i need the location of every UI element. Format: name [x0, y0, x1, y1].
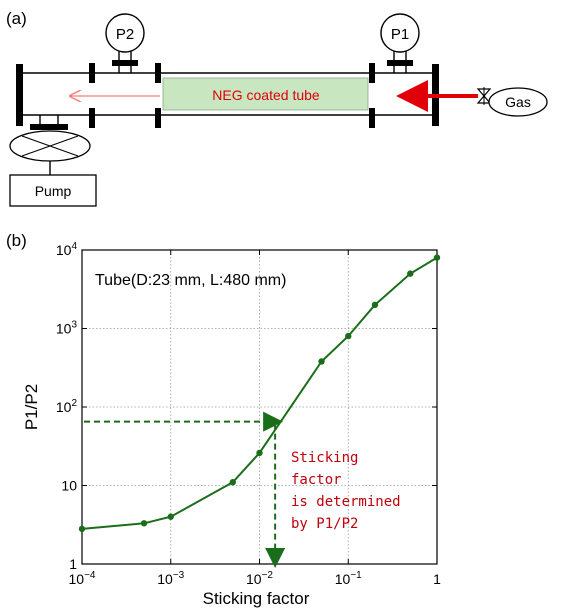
- y-tick-label: 102: [56, 398, 78, 415]
- data-point: [78, 525, 86, 533]
- series-line: [81, 256, 438, 530]
- annotation-line-4: by P1/P2: [291, 516, 358, 532]
- guide-lines: [84, 411, 286, 568]
- y-tick-labels: 1 10 102 103 104: [56, 241, 78, 572]
- flange: [155, 108, 161, 128]
- flange: [155, 63, 161, 83]
- x-tick-label: 10−3: [157, 570, 184, 587]
- data-point: [371, 301, 379, 309]
- data-point: [256, 449, 263, 457]
- pump-label: Pump: [35, 183, 72, 199]
- pump-flange: [30, 124, 68, 130]
- x-tick-label: 1: [433, 571, 441, 587]
- flange: [89, 63, 95, 83]
- y-tick-label: 104: [56, 241, 78, 258]
- annotation-line-2: factor: [291, 472, 342, 488]
- flange: [369, 108, 375, 128]
- series-layer: [78, 254, 441, 533]
- x-axis-label: Sticking factor: [203, 589, 310, 608]
- gas-source: [488, 87, 548, 117]
- data-point: [318, 358, 325, 365]
- x-tick-label: 10−4: [69, 570, 96, 587]
- tick-layer: [81, 249, 438, 565]
- pump-valve-icon: [9, 130, 91, 162]
- data-point: [407, 270, 414, 277]
- gas-label: Gas: [505, 94, 531, 110]
- data-point: [229, 479, 236, 486]
- neg-tube-label: NEG coated tube: [212, 87, 320, 103]
- panel-b-chart: (b) 10−4 10−3 10−2 10−1 1 1 10 102 103 104 Tube(…: [6, 231, 441, 608]
- flange: [89, 108, 95, 128]
- x-tick-label: 10−1: [335, 570, 362, 587]
- y-axis-label: P1/P2: [22, 384, 41, 430]
- panel-b-label: (b): [6, 231, 27, 250]
- x-tick-labels: 10−4 10−3 10−2 10−1 1: [69, 570, 442, 587]
- pipe-left-end-flange: [16, 64, 23, 126]
- y-tick-label: 10: [61, 478, 77, 494]
- y-tick-label: 1: [69, 556, 77, 572]
- gauge-p2: P2: [105, 13, 145, 73]
- y-tick-label: 103: [56, 320, 78, 337]
- data-point: [167, 513, 174, 520]
- gauge-p1: P1: [380, 13, 420, 73]
- data-point: [345, 332, 352, 340]
- panel-a-apparatus-diagram: (a) NEG coated tube P2: [6, 9, 548, 207]
- annotation-line-3: is determined: [291, 494, 401, 510]
- annotation: Sticking factor is determined by P1/P2: [291, 450, 401, 532]
- panel-a-label: (a): [6, 9, 27, 28]
- x-tick-label: 10−2: [246, 570, 273, 587]
- gauge-p2-label: P2: [116, 26, 134, 43]
- data-point: [140, 520, 148, 527]
- data-point: [433, 254, 441, 261]
- gauge-p1-label: P1: [391, 26, 409, 43]
- gas-valve-icon: [476, 87, 492, 105]
- neg-coated-tube: [162, 77, 369, 111]
- flange: [369, 63, 375, 83]
- pump-box: [9, 174, 97, 207]
- chart-title: Tube(D:23 mm, L:480 mm): [95, 272, 286, 289]
- annotation-line-1: Sticking: [291, 450, 358, 466]
